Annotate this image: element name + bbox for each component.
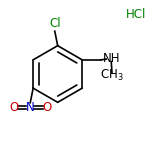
Text: NH: NH	[102, 52, 120, 65]
Text: O: O	[42, 101, 52, 114]
Text: CH$_3$: CH$_3$	[100, 68, 124, 83]
Text: Cl: Cl	[49, 17, 61, 30]
Text: N: N	[26, 101, 35, 114]
Text: O: O	[9, 101, 18, 114]
Text: HCl: HCl	[126, 8, 146, 21]
